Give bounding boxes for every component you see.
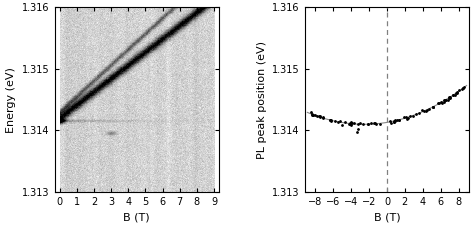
X-axis label: B (T): B (T) (124, 212, 150, 222)
X-axis label: B (T): B (T) (374, 212, 400, 222)
Y-axis label: Energy (eV): Energy (eV) (7, 67, 17, 132)
Y-axis label: PL peak position (eV): PL peak position (eV) (256, 41, 267, 159)
